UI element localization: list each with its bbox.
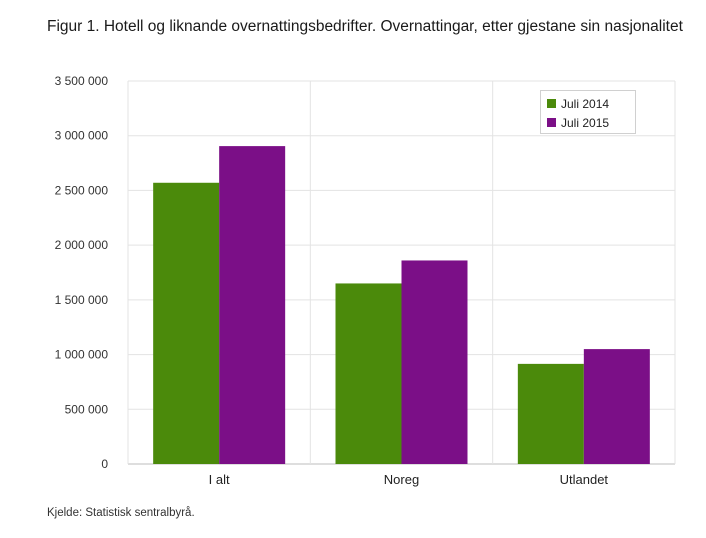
legend-label-juli-2015: Juli 2015 bbox=[561, 115, 610, 130]
legend-swatch-juli-2015 bbox=[547, 118, 556, 127]
x-axis-category-labels: I alt Noreg Utlandet bbox=[209, 472, 609, 487]
y-tick-label: 500 000 bbox=[65, 402, 109, 416]
bar-i-alt-juli-2014 bbox=[153, 182, 220, 465]
legend: Juli 2014 Juli 2015 bbox=[540, 90, 636, 134]
bar-i-alt-juli-2015 bbox=[219, 146, 286, 465]
bars bbox=[153, 146, 650, 465]
legend-label-juli-2014: Juli 2014 bbox=[561, 96, 610, 111]
y-axis-tick-labels: 0 500 000 1 000 000 1 500 000 2 000 000 2 500… bbox=[55, 74, 109, 471]
x-category-label: Noreg bbox=[384, 472, 419, 487]
legend-swatch-juli-2014 bbox=[547, 99, 556, 108]
x-category-label: I alt bbox=[209, 472, 230, 487]
y-tick-label: 1 000 000 bbox=[55, 348, 109, 362]
y-tick-label: 0 bbox=[101, 457, 108, 471]
y-tick-label: 3 500 000 bbox=[55, 74, 109, 88]
legend-item-juli-2015: Juli 2015 bbox=[547, 113, 629, 132]
y-tick-label: 2 500 000 bbox=[55, 183, 109, 197]
legend-item-juli-2014: Juli 2014 bbox=[547, 94, 629, 113]
bar-noreg-juli-2015 bbox=[401, 260, 468, 464]
y-tick-label: 2 000 000 bbox=[55, 238, 109, 252]
x-category-label: Utlandet bbox=[560, 472, 609, 487]
source-note: Kjelde: Statistisk sentralbyrå. bbox=[47, 507, 195, 519]
y-tick-label: 1 500 000 bbox=[55, 293, 109, 307]
bar-utlandet-juli-2015 bbox=[583, 349, 650, 464]
bar-noreg-juli-2014 bbox=[335, 283, 402, 464]
chart-title: Figur 1. Hotell og liknande overnattings… bbox=[47, 18, 683, 35]
y-tick-label: 3 000 000 bbox=[55, 129, 109, 143]
bar-utlandet-juli-2014 bbox=[517, 363, 584, 464]
